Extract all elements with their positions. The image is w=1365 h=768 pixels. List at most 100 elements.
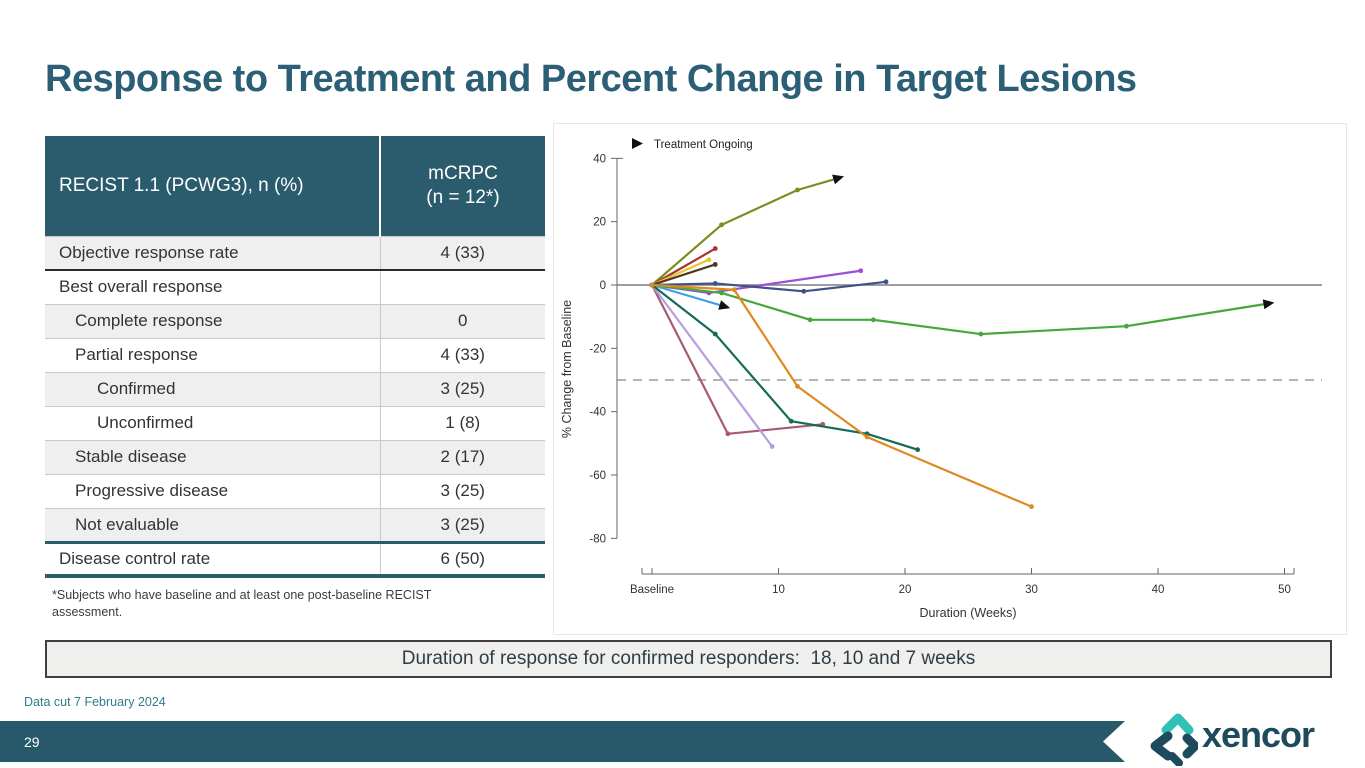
row-value: 6 (50) bbox=[379, 540, 545, 576]
table-header-row: RECIST 1.1 (PCWG3), n (%) mCRPC (n = 12*… bbox=[45, 136, 545, 236]
subject-orange-point bbox=[795, 383, 800, 389]
x-tick-label: 30 bbox=[1025, 584, 1038, 596]
subject-purple-point bbox=[858, 268, 864, 274]
subject-teal-point bbox=[915, 447, 921, 453]
page-number: 29 bbox=[24, 733, 40, 750]
xencor-logo-wordmark: xencor bbox=[1202, 714, 1315, 755]
subject-rose-point bbox=[725, 431, 731, 437]
spider-plot: 40 20 0 -20 -40 -60 -80 Baseline 10 20 30 40 50 Durat… bbox=[560, 138, 1322, 620]
treatment-ongoing-arrow-icon bbox=[718, 300, 731, 310]
subject-brown-point bbox=[712, 262, 718, 267]
x-tick-label: 10 bbox=[772, 584, 785, 596]
legend-label: Treatment Ongoing bbox=[654, 139, 753, 151]
subject-orange-point bbox=[649, 282, 655, 288]
page-title: Response to Treatment and Percent Change… bbox=[45, 58, 1137, 100]
table-row: Disease control rate 6 (50) bbox=[45, 540, 545, 576]
subject-olive-point bbox=[719, 222, 724, 228]
row-label: Stable disease bbox=[45, 439, 380, 474]
subject-navy-point bbox=[883, 279, 889, 285]
subject-skyblue bbox=[651, 283, 722, 307]
subject-yellow-point bbox=[706, 257, 712, 263]
treatment-ongoing-arrow-icon bbox=[832, 174, 845, 185]
row-label: Partial response bbox=[45, 337, 380, 372]
table-header-col2-line1: mCRPC bbox=[428, 163, 498, 184]
subject-green-point bbox=[870, 317, 876, 323]
duration-banner-text: Duration of response for confirmed respo… bbox=[401, 648, 976, 669]
row-value: 4 (33) bbox=[379, 235, 545, 270]
table-row: Best overall response bbox=[45, 269, 545, 304]
subject-green-point bbox=[807, 317, 813, 323]
row-label: Confirmed bbox=[45, 371, 380, 406]
row-value bbox=[379, 269, 545, 304]
subject-plum bbox=[651, 284, 774, 448]
xencor-logo: xencor bbox=[1146, 706, 1315, 766]
subject-green-point bbox=[978, 331, 984, 337]
row-label: Complete response bbox=[45, 303, 380, 338]
table-row: Not evaluable 3 (25) bbox=[45, 507, 545, 542]
row-value: 1 (8) bbox=[379, 405, 545, 440]
row-label: Disease control rate bbox=[45, 540, 380, 576]
table-row: Progressive disease 3 (25) bbox=[45, 473, 545, 508]
subject-green-point bbox=[1123, 323, 1129, 329]
subject-navy-point bbox=[801, 288, 807, 294]
x-tick-label: 40 bbox=[1152, 584, 1165, 596]
row-label: Best overall response bbox=[45, 269, 380, 304]
row-value: 3 (25) bbox=[379, 473, 545, 508]
x-tick-label: 50 bbox=[1278, 584, 1291, 596]
y-tick-label: -20 bbox=[589, 343, 606, 355]
duration-banner: Duration of response for confirmed respo… bbox=[45, 640, 1332, 678]
row-value: 4 (33) bbox=[379, 337, 545, 372]
subject-navy-point bbox=[712, 281, 718, 286]
x-tick-label: Baseline bbox=[630, 584, 674, 596]
xencor-logo-icon bbox=[1150, 713, 1198, 766]
subject-navy bbox=[651, 280, 887, 293]
subject-olive-point bbox=[795, 187, 800, 193]
subject-darkred-point bbox=[712, 246, 718, 251]
subject-orange-point bbox=[1029, 504, 1034, 510]
table-footnote: *Subjects who have baseline and at least… bbox=[52, 588, 432, 619]
table-header-col2: mCRPC (n = 12*) bbox=[380, 136, 545, 236]
footer-bar: 29 bbox=[0, 721, 1125, 762]
x-axis-label: Duration (Weeks) bbox=[919, 606, 1016, 620]
subject-brown bbox=[651, 263, 716, 287]
subject-orange-point bbox=[731, 287, 737, 293]
table-header-col1: RECIST 1.1 (PCWG3), n (%) bbox=[45, 136, 381, 236]
row-label: Progressive disease bbox=[45, 473, 380, 508]
subject-green-point bbox=[719, 290, 724, 296]
treatment-ongoing-arrow-icon bbox=[1262, 299, 1275, 310]
subject-plum-point bbox=[769, 444, 775, 449]
table-header-col2-line2: (n = 12*) bbox=[426, 186, 500, 208]
row-label: Not evaluable bbox=[45, 507, 380, 542]
row-value: 0 bbox=[379, 303, 545, 338]
y-tick-label: -80 bbox=[589, 533, 606, 545]
subject-orange-point bbox=[864, 434, 870, 440]
y-tick-label: 20 bbox=[593, 217, 606, 229]
spider-plot-container: 40 20 0 -20 -40 -60 -80 Baseline 10 20 30 40 50 Durat… bbox=[553, 123, 1347, 635]
treatment-ongoing-arrow-icon bbox=[632, 138, 643, 149]
subject-teal-point bbox=[712, 331, 718, 337]
y-tick-label: -60 bbox=[589, 470, 606, 482]
row-value: 3 (25) bbox=[379, 507, 545, 542]
y-tick-label: -40 bbox=[589, 407, 606, 419]
subject-olive bbox=[651, 177, 836, 286]
recist-table: RECIST 1.1 (PCWG3), n (%) mCRPC (n = 12*… bbox=[45, 136, 545, 578]
row-value: 3 (25) bbox=[379, 371, 545, 406]
table-row: Objective response rate 4 (33) bbox=[45, 235, 545, 270]
row-value: 2 (17) bbox=[379, 439, 545, 474]
table-row: Partial response 4 (33) bbox=[45, 337, 545, 372]
recist-table-container: RECIST 1.1 (PCWG3), n (%) mCRPC (n = 12*… bbox=[45, 136, 545, 578]
subject-green bbox=[651, 283, 1266, 336]
table-row: Stable disease 2 (17) bbox=[45, 439, 545, 474]
row-label: Objective response rate bbox=[45, 235, 380, 270]
subject-darkred bbox=[651, 247, 716, 286]
data-cut-note: Data cut 7 February 2024 bbox=[24, 695, 166, 709]
table-row: Confirmed 3 (25) bbox=[45, 371, 545, 406]
subject-teal-point bbox=[788, 418, 794, 424]
row-label: Unconfirmed bbox=[45, 405, 380, 440]
x-tick-label: 20 bbox=[899, 584, 912, 596]
y-axis-label: % Change from Baseline bbox=[560, 300, 574, 438]
table-row: Complete response 0 bbox=[45, 303, 545, 338]
y-tick-label: 0 bbox=[600, 280, 606, 292]
y-tick-label: 40 bbox=[593, 153, 606, 165]
